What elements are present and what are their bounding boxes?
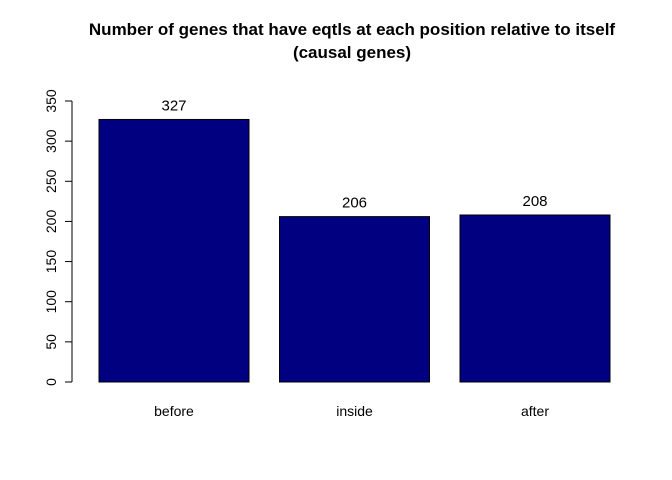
bar-before	[98, 118, 250, 383]
data-label-inside: 206	[342, 195, 367, 212]
y-tick-label: 150	[43, 250, 59, 274]
category-label-before: before	[154, 403, 194, 419]
category-label-inside: inside	[336, 403, 373, 419]
chart-title: Number of genes that have eqtls at each …	[89, 20, 616, 39]
y-tick-label: 0	[43, 378, 59, 386]
bars	[98, 118, 611, 383]
data-labels: 327 206 208	[161, 97, 547, 211]
x-axis-labels: before inside after	[154, 403, 549, 419]
y-tick-label: 350	[43, 89, 59, 113]
data-label-before: 327	[161, 97, 186, 114]
bar-after	[459, 214, 611, 383]
data-label-after: 208	[522, 193, 547, 210]
y-tick-label: 200	[43, 210, 59, 234]
bar-inside	[279, 216, 430, 383]
chart-subtitle: (causal genes)	[293, 43, 411, 62]
y-axis: 0 50 100 150 200 250 300 350	[43, 89, 73, 386]
y-tick-label: 250	[43, 169, 59, 193]
category-label-after: after	[521, 403, 549, 419]
y-tick-label: 100	[43, 290, 59, 314]
y-tick-label: 300	[43, 129, 59, 153]
y-tick-label: 50	[43, 334, 59, 350]
